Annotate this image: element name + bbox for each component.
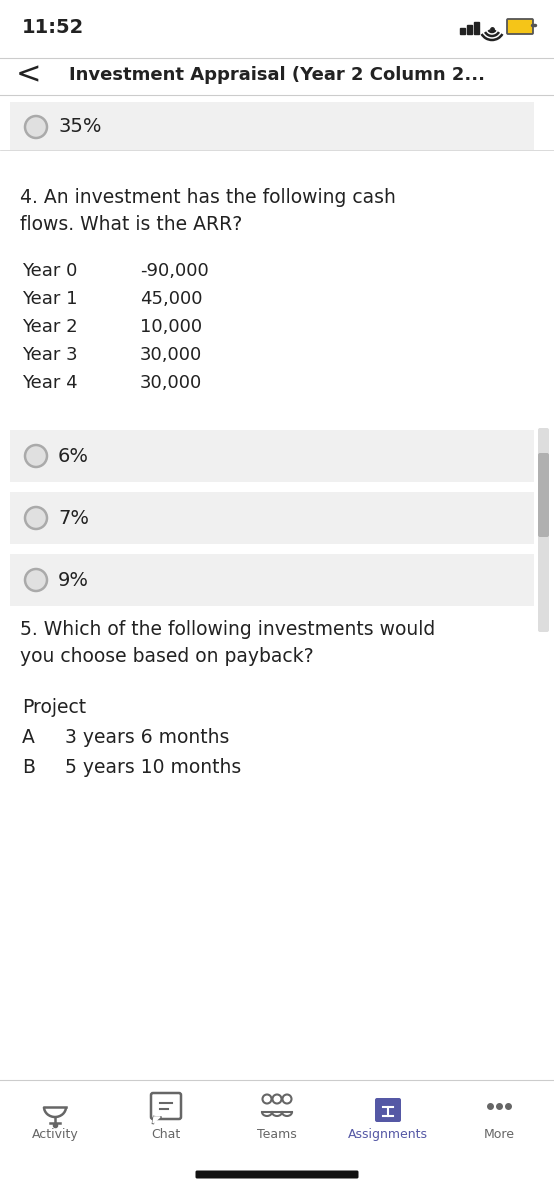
- Circle shape: [273, 1094, 281, 1104]
- FancyBboxPatch shape: [151, 1093, 181, 1118]
- Text: 5. Which of the following investments would: 5. Which of the following investments wo…: [20, 620, 435, 638]
- Text: More: More: [484, 1128, 515, 1141]
- Text: Year 3: Year 3: [22, 346, 78, 364]
- Text: 9%: 9%: [58, 570, 89, 589]
- Text: Activity: Activity: [32, 1128, 78, 1141]
- Text: A: A: [22, 728, 35, 746]
- Circle shape: [25, 569, 47, 590]
- FancyBboxPatch shape: [538, 428, 549, 632]
- Text: 5 years 10 months: 5 years 10 months: [65, 758, 241, 778]
- Text: Chat: Chat: [151, 1128, 181, 1141]
- Circle shape: [263, 1094, 271, 1104]
- FancyBboxPatch shape: [10, 102, 534, 150]
- Polygon shape: [153, 1117, 160, 1123]
- Text: you choose based on payback?: you choose based on payback?: [20, 647, 314, 666]
- Text: 35%: 35%: [58, 118, 101, 137]
- FancyBboxPatch shape: [10, 492, 534, 544]
- FancyBboxPatch shape: [10, 430, 534, 482]
- Bar: [467, 25, 472, 34]
- FancyBboxPatch shape: [196, 1170, 358, 1178]
- Text: Investment Appraisal (Year 2 Column 2...: Investment Appraisal (Year 2 Column 2...: [69, 66, 485, 84]
- Text: flows. What is the ARR?: flows. What is the ARR?: [20, 215, 242, 234]
- Text: 11:52: 11:52: [22, 18, 84, 37]
- Circle shape: [283, 1094, 291, 1104]
- Text: 6%: 6%: [58, 446, 89, 466]
- Text: 4. An investment has the following cash: 4. An investment has the following cash: [20, 188, 396, 206]
- Bar: [460, 28, 465, 34]
- Text: 7%: 7%: [58, 509, 89, 528]
- Text: 45,000: 45,000: [140, 290, 203, 308]
- Circle shape: [25, 116, 47, 138]
- Text: 30,000: 30,000: [140, 374, 202, 392]
- Text: <: <: [16, 60, 42, 90]
- Text: Project: Project: [22, 698, 86, 716]
- Text: 30,000: 30,000: [140, 346, 202, 364]
- Text: Assignments: Assignments: [348, 1128, 428, 1141]
- Text: Year 4: Year 4: [22, 374, 78, 392]
- Circle shape: [25, 506, 47, 529]
- FancyBboxPatch shape: [10, 554, 534, 606]
- Text: Year 2: Year 2: [22, 318, 78, 336]
- Circle shape: [25, 445, 47, 467]
- FancyBboxPatch shape: [375, 1098, 401, 1122]
- Text: Year 1: Year 1: [22, 290, 78, 308]
- Bar: [474, 22, 479, 34]
- Text: Year 0: Year 0: [22, 262, 78, 280]
- Text: 10,000: 10,000: [140, 318, 202, 336]
- Text: Teams: Teams: [257, 1128, 297, 1141]
- FancyBboxPatch shape: [507, 19, 533, 34]
- FancyBboxPatch shape: [538, 452, 549, 538]
- Text: 3 years 6 months: 3 years 6 months: [65, 728, 229, 746]
- Text: -90,000: -90,000: [140, 262, 209, 280]
- Text: B: B: [22, 758, 35, 778]
